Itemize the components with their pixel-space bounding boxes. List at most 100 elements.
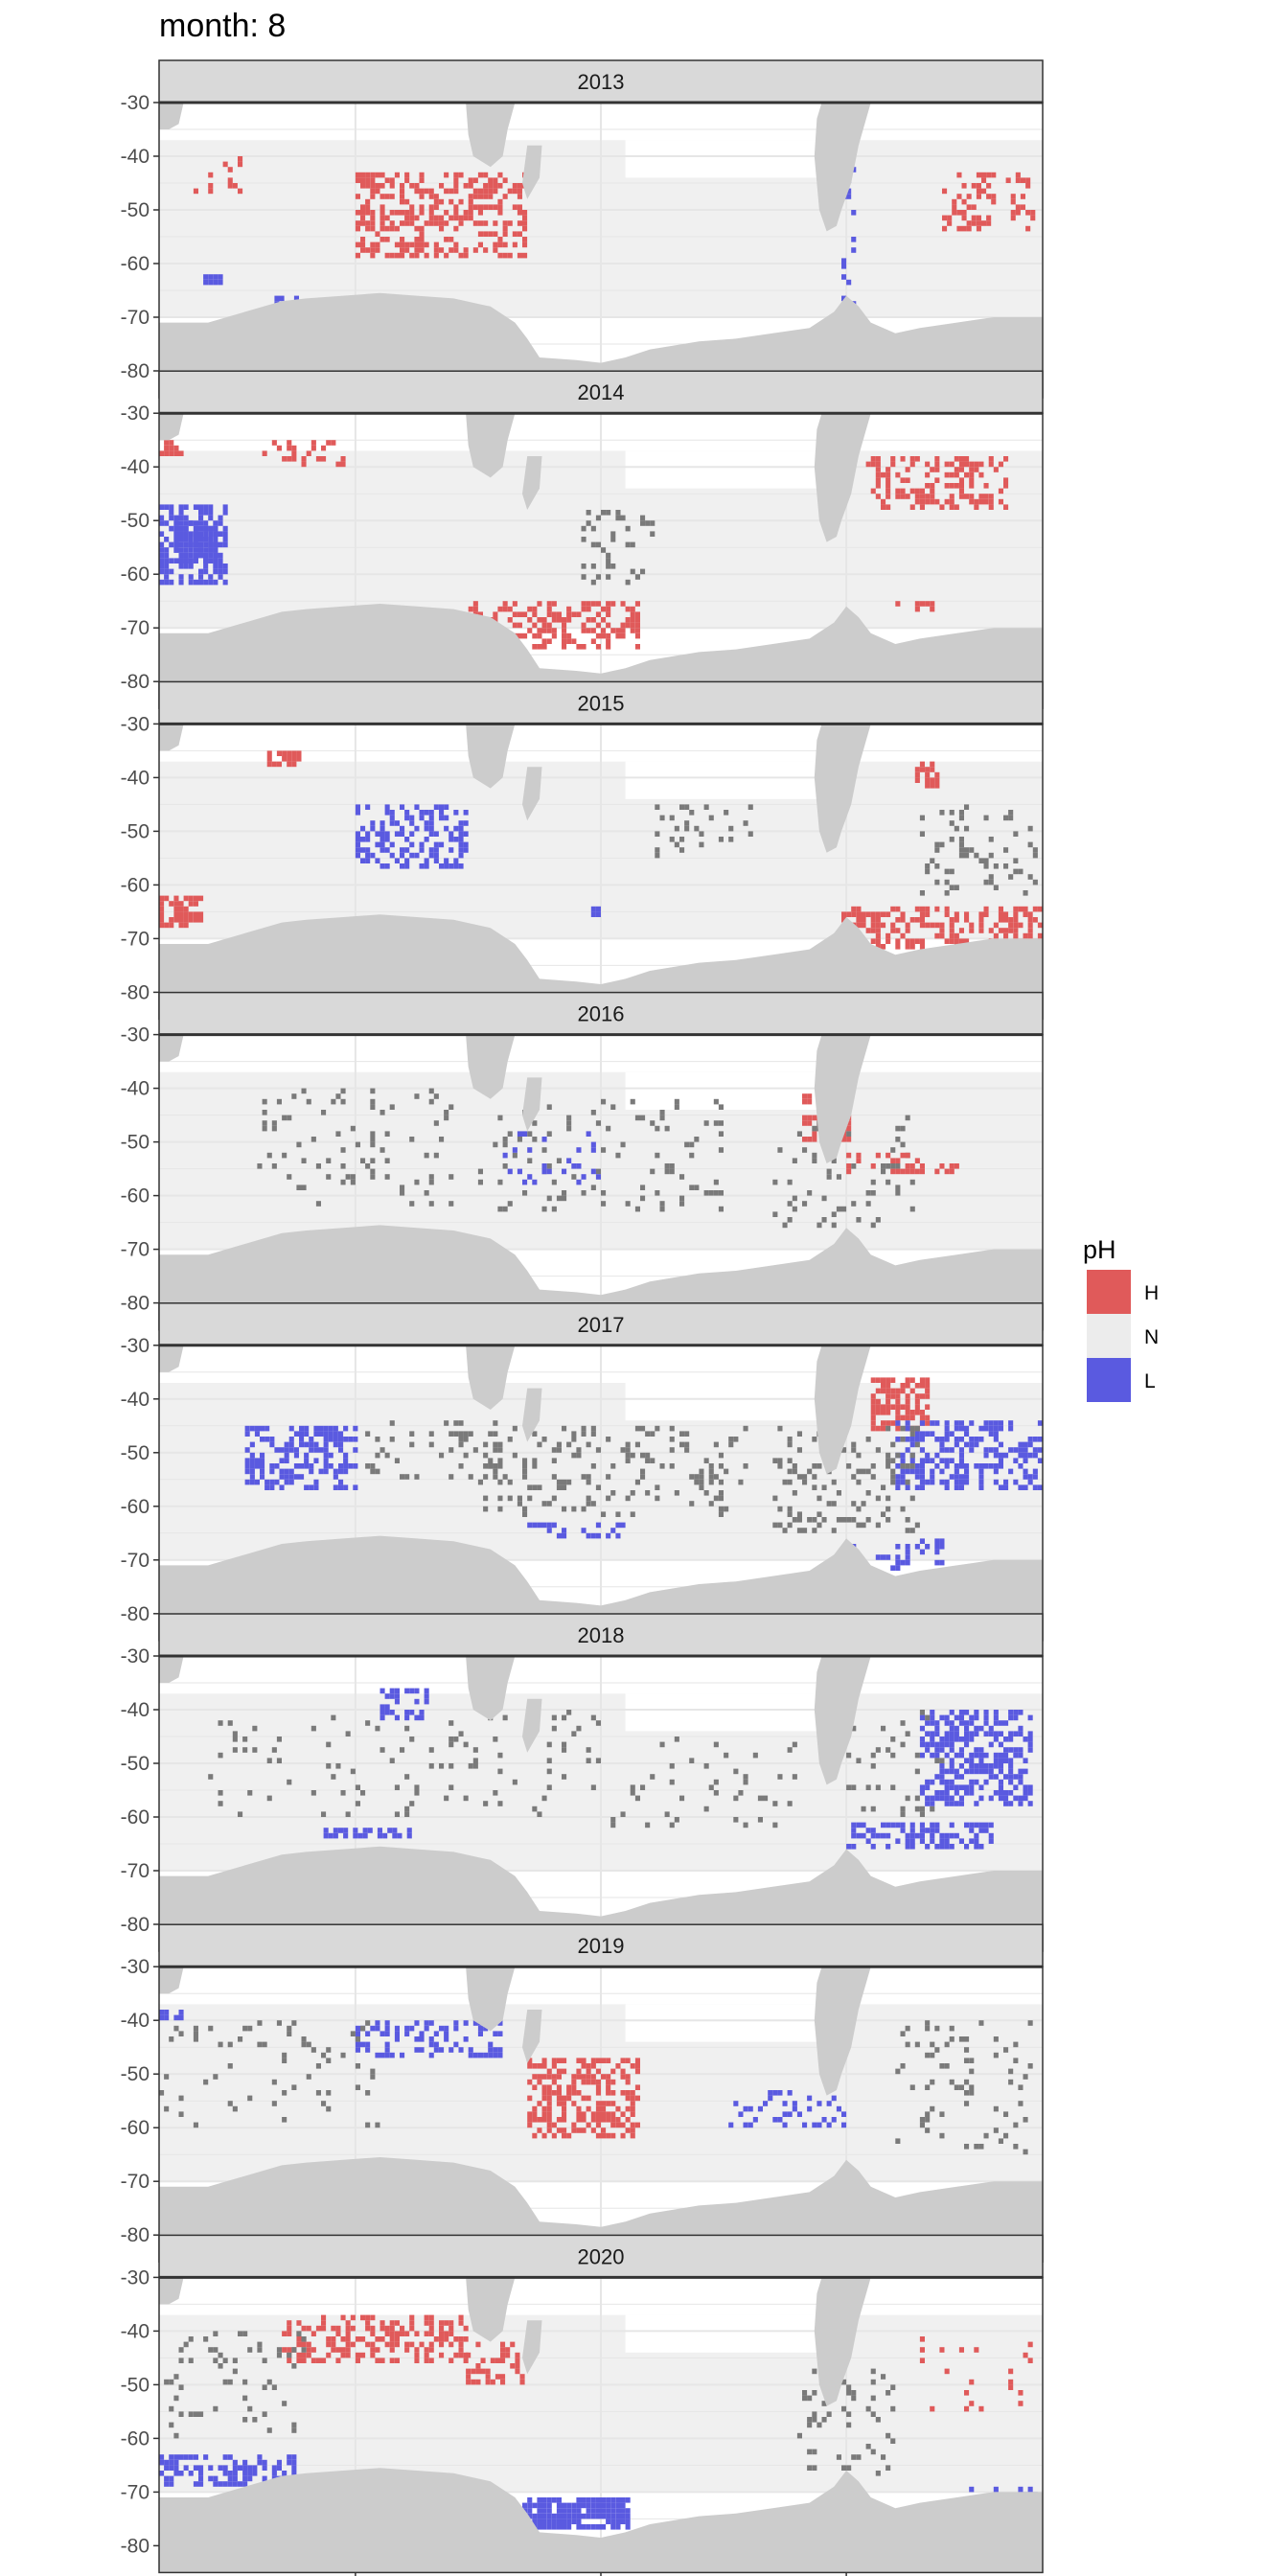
data-cell-l (188, 520, 194, 526)
data-cell-l (905, 1425, 910, 1432)
data-cell-h (919, 2358, 925, 2363)
data-cell-h (424, 220, 429, 226)
data-cell-l (958, 1463, 964, 1469)
data-cell-h (571, 2084, 577, 2090)
data-cell-l (944, 1420, 950, 1426)
data-cell-h (939, 932, 945, 939)
data-cell-l (213, 564, 218, 569)
data-cell-h (1008, 2368, 1014, 2375)
data-cell-l (357, 1832, 363, 1839)
data-cell-l (944, 1844, 950, 1850)
data-cell-l (318, 1468, 324, 1475)
data-cell-x (669, 1463, 675, 1469)
data-cell-x (257, 2347, 263, 2353)
data-cell-x (724, 1752, 729, 1759)
data-cell-l (919, 1725, 925, 1732)
legend-key-h (1087, 1270, 1131, 1314)
facet-panel-2020: 2020-30-40-50-60-70-80 (121, 2234, 1044, 2574)
data-cell-l (949, 1431, 954, 1437)
data-cell-x (444, 1420, 449, 1426)
data-cell-h (595, 2068, 601, 2075)
data-cell-l (333, 1431, 338, 1437)
data-cell-h (193, 895, 198, 902)
data-cells (159, 440, 1009, 650)
data-cell-l (969, 1420, 975, 1426)
data-cell-x (606, 552, 611, 559)
data-cell-x (615, 1152, 621, 1159)
data-cell-h (914, 1398, 920, 1405)
data-cell-h (886, 1398, 891, 1405)
data-cell-h (409, 252, 415, 259)
data-cell-h (615, 2117, 621, 2123)
data-cell-x (909, 1495, 915, 1502)
data-cell-h (365, 210, 371, 216)
data-cell-l (537, 2513, 542, 2519)
data-cell-h (949, 504, 954, 510)
data-cell-h (930, 488, 935, 494)
data-cell-h (494, 2374, 500, 2380)
data-cell-h (925, 767, 931, 772)
data-cell-h (400, 210, 405, 216)
data-cell-h (404, 210, 410, 216)
data-cell-x (865, 1190, 871, 1196)
data-cell-l (964, 1822, 970, 1828)
data-cell-h (900, 911, 906, 917)
data-cell-l (269, 1484, 275, 1490)
data-cell-x (870, 2395, 876, 2402)
data-cell-x (595, 1484, 601, 1490)
data-cell-x (493, 1736, 498, 1742)
data-cell-h (169, 917, 174, 923)
plot-title: month: 8 (159, 8, 287, 44)
data-cell-h (947, 220, 953, 226)
data-cell-l (257, 2454, 263, 2460)
data-cell-l (969, 1736, 975, 1742)
land-new-zealand (522, 2010, 542, 2063)
data-cell-x (556, 1158, 562, 1163)
data-cell-h (590, 638, 596, 644)
data-cell-x (640, 1468, 646, 1475)
data-cell-l (993, 1758, 999, 1763)
data-cell-l (841, 264, 847, 269)
data-cell-l (249, 1458, 255, 1463)
data-cell-h (527, 2079, 533, 2085)
data-cell-x (718, 1490, 724, 1496)
data-cell-x (958, 847, 964, 853)
data-cell-x (703, 1490, 709, 1496)
data-cell-l (934, 1559, 940, 1566)
data-cell-l (328, 1437, 334, 1442)
data-cell-l (380, 1688, 385, 1694)
data-cell-h (1013, 911, 1019, 917)
y-tick-label: -50 (121, 199, 150, 221)
data-cell-h (930, 783, 935, 789)
data-cell-h (517, 220, 522, 226)
data-cell-l (222, 2481, 228, 2487)
data-cell-x (812, 2465, 817, 2471)
data-cell-h (998, 917, 1003, 923)
data-cell-l (974, 1832, 979, 1839)
data-cell-h (601, 632, 607, 639)
data-cell-h (164, 440, 170, 446)
data-cell-h (978, 922, 984, 929)
data-cell-h (606, 2084, 611, 2090)
data-cell-l (944, 1784, 950, 1790)
data-cell-h (802, 1137, 808, 1142)
data-cell-l (232, 2471, 238, 2476)
data-cell-l (276, 2465, 282, 2471)
data-cell-l (198, 525, 204, 532)
data-cell-x (262, 2041, 267, 2048)
data-cell-l (169, 510, 174, 516)
data-cell-x (703, 1458, 709, 1463)
data-cell-x (326, 1158, 332, 1163)
data-cell-l (392, 1832, 398, 1839)
data-cell-x (595, 1758, 601, 1763)
data-cell-x (590, 1110, 596, 1116)
data-cell-x (232, 2105, 238, 2112)
data-cell-l (213, 537, 218, 542)
data-cell-l (164, 2010, 170, 2015)
data-cell-l (752, 2117, 758, 2123)
data-cell-l (625, 2513, 631, 2519)
data-cell-h (310, 2358, 316, 2363)
data-cell-h (983, 494, 989, 499)
data-cell-l (173, 547, 179, 553)
data-cell-h (856, 1158, 862, 1163)
